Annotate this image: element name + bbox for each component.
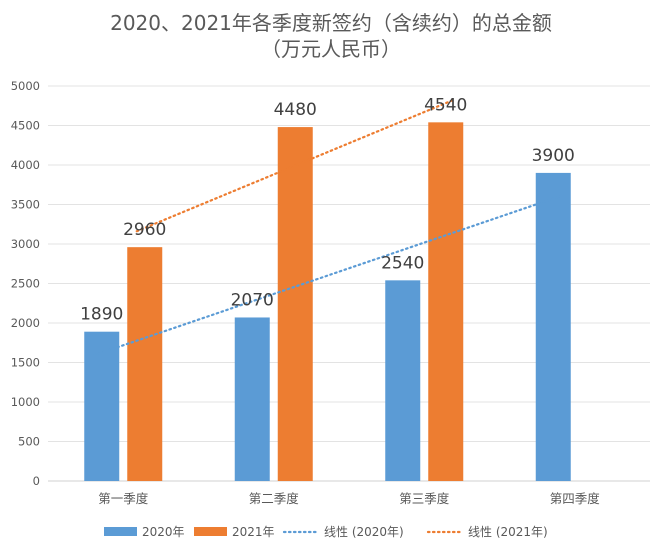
x-category-label: 第二季度 xyxy=(249,491,300,506)
y-tick-label: 2000 xyxy=(11,316,40,330)
x-category-label: 第四季度 xyxy=(550,491,601,506)
legend-label: 线性 (2021年) xyxy=(468,525,548,539)
bar xyxy=(428,122,464,481)
bar xyxy=(277,127,313,481)
legend-swatch xyxy=(104,527,137,536)
y-axis-tick-labels: 0 500 1000 1500 2000 2500 3000 3500 4000 4500 5000 xyxy=(11,79,40,488)
y-tick-label: 4500 xyxy=(11,119,40,133)
data-label: 4540 xyxy=(424,95,467,115)
y-tick-label: 1500 xyxy=(11,356,40,370)
y-tick-label: 4000 xyxy=(11,158,40,172)
data-label: 1890 xyxy=(80,305,123,325)
x-category-label: 第一季度 xyxy=(98,491,149,506)
y-tick-label: 3500 xyxy=(11,198,40,212)
data-labels: 1890 2070 2540 3900 2960 4480 4540 xyxy=(80,95,575,324)
y-tick-label: 2500 xyxy=(11,277,40,291)
data-label: 3900 xyxy=(532,146,575,166)
trendline xyxy=(92,194,563,357)
bars xyxy=(84,122,571,481)
bar xyxy=(84,331,120,481)
chart-subtitle: （万元人民币） xyxy=(261,37,401,61)
trendline xyxy=(135,98,455,233)
chart-title: 2020、2021年各季度新签约（含续约）的总金额 xyxy=(110,11,552,35)
bar xyxy=(127,247,163,481)
legend-swatch xyxy=(194,527,227,536)
bar xyxy=(234,317,270,481)
y-tick-label: 3000 xyxy=(11,237,40,251)
trendlines xyxy=(92,98,563,357)
x-axis-category-labels: 第一季度 第二季度 第三季度 第四季度 xyxy=(98,491,600,506)
legend-label: 线性 (2020年) xyxy=(324,525,404,539)
data-label: 2070 xyxy=(231,290,274,310)
y-tick-label: 0 xyxy=(33,474,40,488)
bar xyxy=(385,280,421,481)
data-label: 2960 xyxy=(123,220,166,240)
data-label: 2540 xyxy=(381,253,424,273)
x-category-label: 第三季度 xyxy=(399,491,450,506)
y-tick-label: 1000 xyxy=(11,395,40,409)
data-label: 4480 xyxy=(274,100,317,120)
legend: 2020年 2021年 线性 (2020年) 线性 (2021年) xyxy=(104,525,548,539)
bar xyxy=(535,172,571,481)
legend-label: 2020年 xyxy=(142,525,185,539)
legend-label: 2021年 xyxy=(232,525,275,539)
y-tick-label: 500 xyxy=(18,435,40,449)
y-tick-label: 5000 xyxy=(11,79,40,93)
